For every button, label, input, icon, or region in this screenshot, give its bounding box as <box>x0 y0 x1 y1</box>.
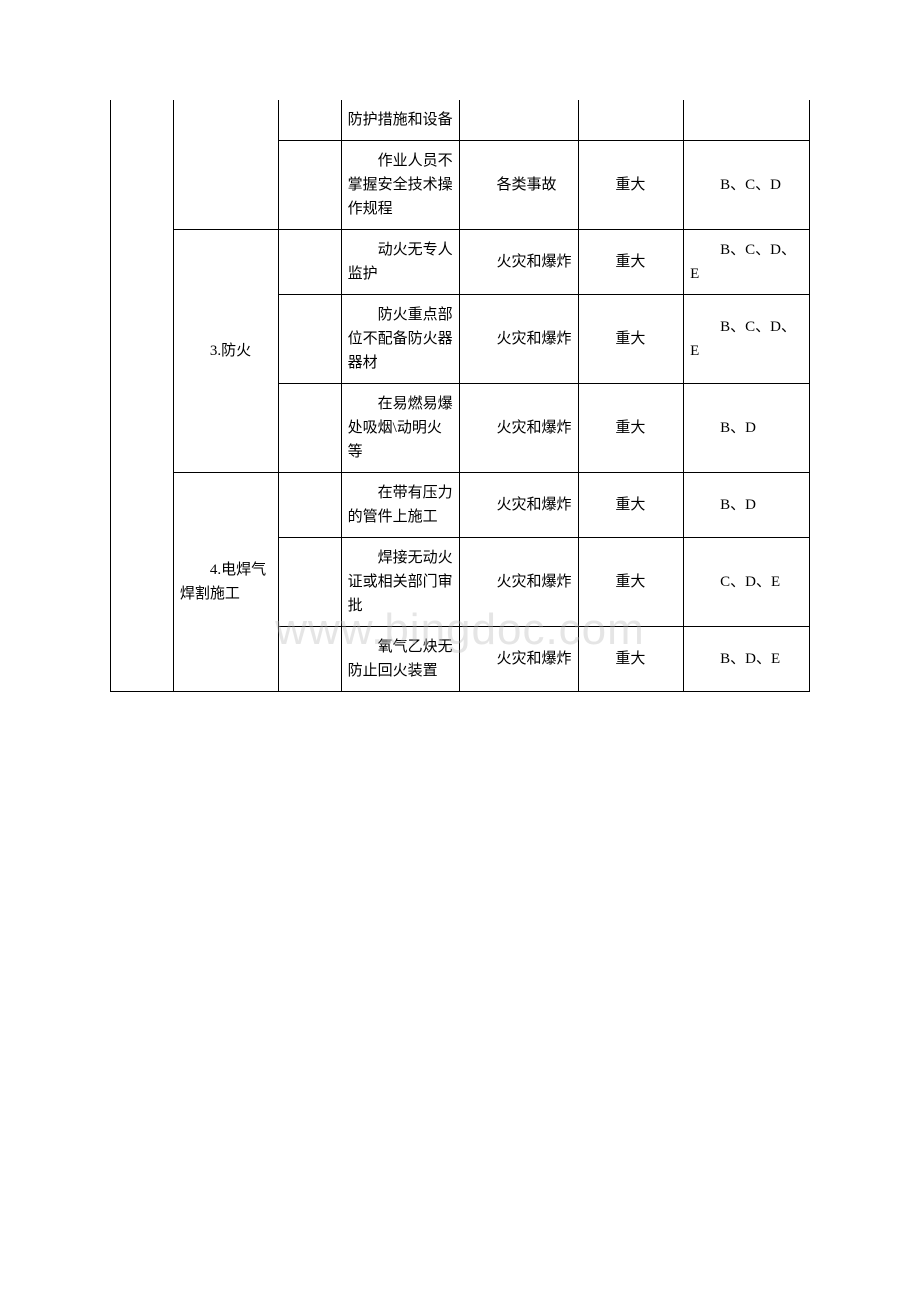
cell-consequence: 火灾和爆炸 <box>460 230 579 295</box>
cell-blank <box>278 473 341 538</box>
cell-consequence: 火灾和爆炸 <box>460 627 579 692</box>
cell-severity <box>579 100 684 141</box>
cell-blank <box>278 141 341 230</box>
cell-measures: B、C、D、E <box>684 230 810 295</box>
table-row: 3.防火 动火无专人监护 火灾和爆炸 重大 B、C、D、E <box>111 230 810 295</box>
cell-measures: B、D <box>684 384 810 473</box>
cell-severity: 重大 <box>579 473 684 538</box>
cell-measures: B、D、E <box>684 627 810 692</box>
cell-hazard: 在带有压力的管件上施工 <box>341 473 460 538</box>
cell-severity: 重大 <box>579 230 684 295</box>
cell-blank <box>278 538 341 627</box>
table-row: 4.电焊气焊割施工 在带有压力的管件上施工 火灾和爆炸 重大 B、D <box>111 473 810 538</box>
cell-hazard: 动火无专人监护 <box>341 230 460 295</box>
cell-severity: 重大 <box>579 141 684 230</box>
cell-measures: B、D <box>684 473 810 538</box>
cell-hazard: 焊接无动火证或相关部门审批 <box>341 538 460 627</box>
cell-blank <box>278 100 341 141</box>
cell-consequence: 火灾和爆炸 <box>460 473 579 538</box>
cell-hazard: 作业人员不掌握安全技术操作规程 <box>341 141 460 230</box>
cell-hazard: 防火重点部位不配备防火器器材 <box>341 295 460 384</box>
cell-measures: B、C、D、E <box>684 295 810 384</box>
cell-blank <box>278 230 341 295</box>
cell-severity: 重大 <box>579 295 684 384</box>
cell-severity: 重大 <box>579 384 684 473</box>
cell-consequence: 火灾和爆炸 <box>460 384 579 473</box>
cell-consequence: 火灾和爆炸 <box>460 295 579 384</box>
cell-severity: 重大 <box>579 627 684 692</box>
cell-hazard: 在易燃易爆处吸烟\动明火等 <box>341 384 460 473</box>
cell-consequence: 火灾和爆炸 <box>460 538 579 627</box>
cell-subcategory: 3.防火 <box>173 230 278 473</box>
table-row: 防护措施和设备 <box>111 100 810 141</box>
cell-severity: 重大 <box>579 538 684 627</box>
cell-category <box>111 100 174 692</box>
cell-hazard: 防护措施和设备 <box>341 100 460 141</box>
cell-hazard: 氧气乙炔无防止回火装置 <box>341 627 460 692</box>
cell-measures <box>684 100 810 141</box>
cell-blank <box>278 295 341 384</box>
hazard-table: 防护措施和设备 作业人员不掌握安全技术操作规程 各类事故 重大 B、C、D 3.… <box>110 100 810 692</box>
cell-subcategory: 4.电焊气焊割施工 <box>173 473 278 692</box>
cell-measures: C、D、E <box>684 538 810 627</box>
cell-blank <box>278 627 341 692</box>
cell-consequence <box>460 100 579 141</box>
cell-measures: B、C、D <box>684 141 810 230</box>
cell-blank <box>278 384 341 473</box>
cell-consequence: 各类事故 <box>460 141 579 230</box>
cell-subcategory <box>173 100 278 230</box>
